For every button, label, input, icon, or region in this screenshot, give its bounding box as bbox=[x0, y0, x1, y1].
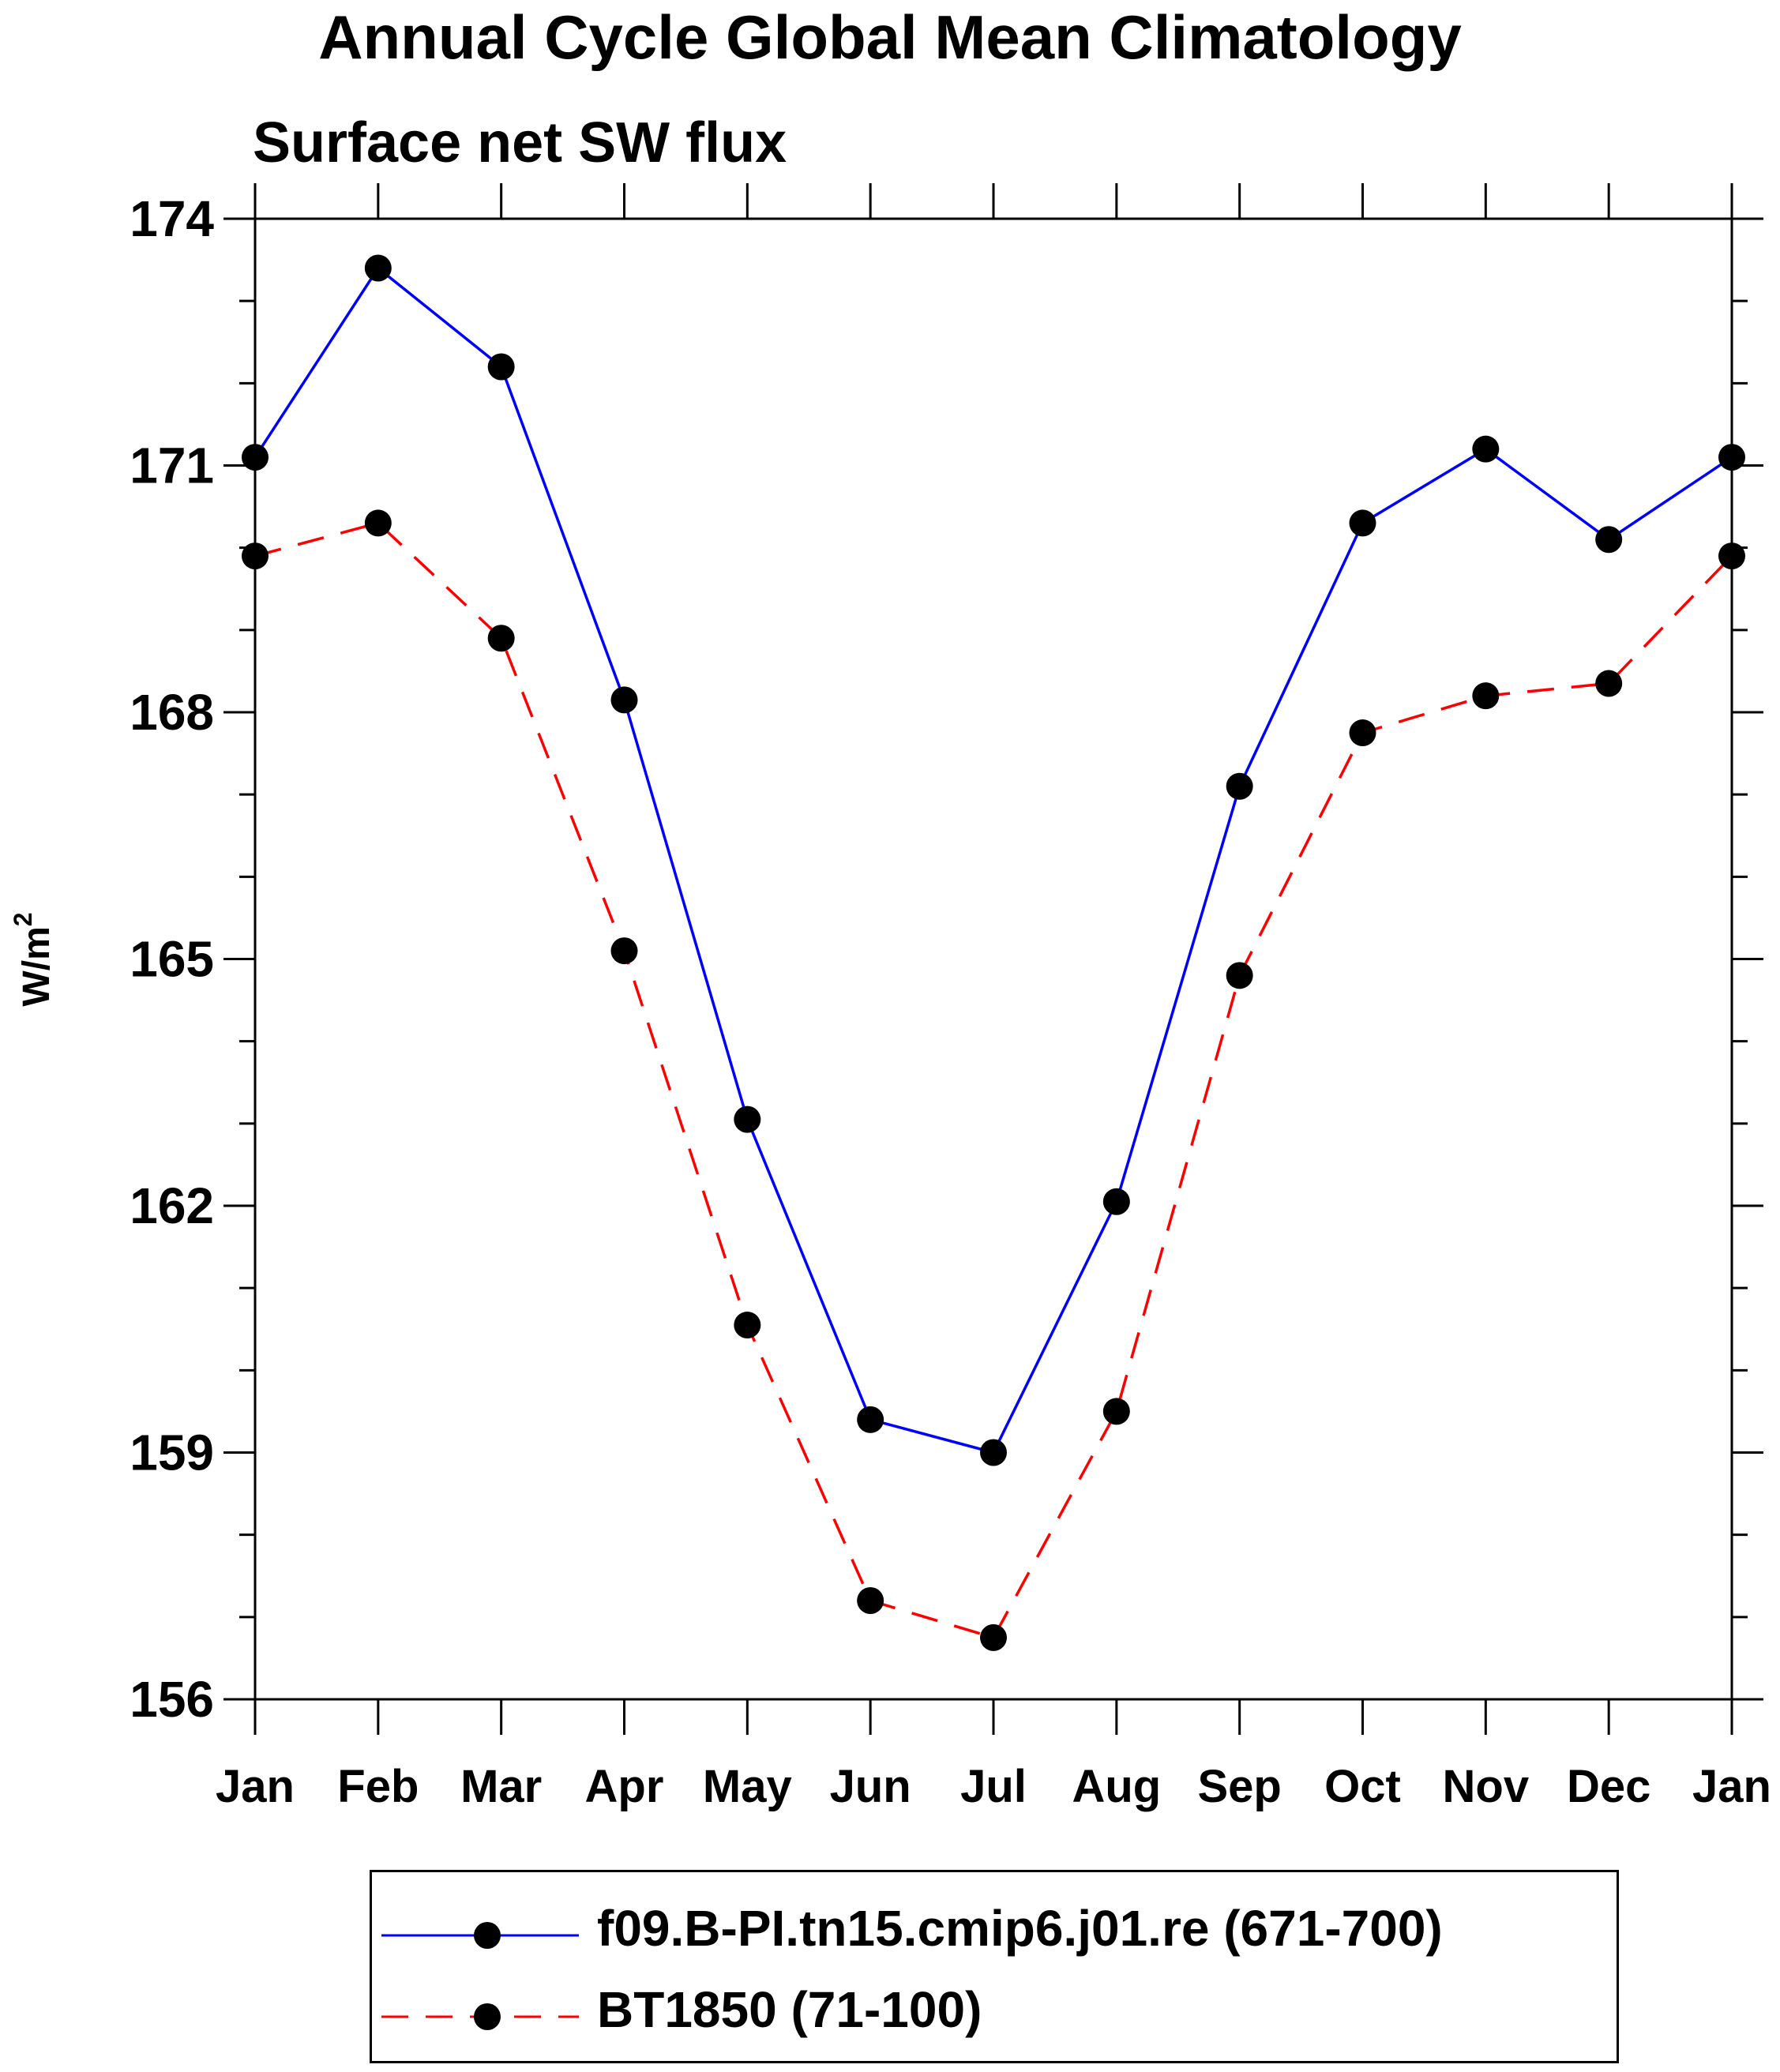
legend: f09.B-PI.tn15.cmip6.j01.re (671-700) BT1… bbox=[370, 1870, 1619, 2063]
series-lines bbox=[253, 266, 1733, 1639]
data-point-series-2 bbox=[242, 542, 269, 570]
data-point-series-1 bbox=[364, 254, 392, 282]
data-point-series-1 bbox=[734, 1105, 761, 1133]
x-tick-label: Jan bbox=[1692, 1761, 1771, 1812]
data-point-series-2 bbox=[734, 1312, 761, 1339]
x-tick-label: Sep bbox=[1197, 1761, 1281, 1812]
data-point-series-2 bbox=[364, 509, 392, 537]
y-axis-label-superscript: 2 bbox=[9, 912, 37, 926]
x-tick-labels: Jan Feb Mar Apr May Jun Jul Aug Sep Oct Nov Dec Jan bbox=[216, 1761, 1771, 1812]
x-tick-label: Apr bbox=[585, 1761, 664, 1812]
x-tick-label: Aug bbox=[1072, 1761, 1161, 1812]
y-tick-labels: 156 159 162 165 168 171 174 bbox=[130, 190, 214, 1728]
series-markers bbox=[242, 254, 1745, 1651]
y-tick-label: 159 bbox=[130, 1424, 214, 1481]
x-tick-label: Mar bbox=[460, 1761, 542, 1812]
x-tick-label: Feb bbox=[337, 1761, 419, 1812]
x-tick-label: Nov bbox=[1443, 1761, 1530, 1812]
y-tick-label: 168 bbox=[130, 684, 214, 741]
legend-label-1: f09.B-PI.tn15.cmip6.j01.re (671-700) bbox=[597, 1900, 1443, 1957]
x-tick-label: Dec bbox=[1567, 1761, 1650, 1812]
legend-label-2: BT1850 (71-100) bbox=[597, 1981, 982, 2038]
x-tick-label: May bbox=[703, 1761, 792, 1812]
data-point-series-1 bbox=[242, 444, 269, 471]
data-point-series-1 bbox=[1718, 444, 1745, 471]
data-point-series-1 bbox=[487, 353, 515, 381]
y-tick-label: 156 bbox=[130, 1671, 214, 1728]
data-point-series-2 bbox=[1102, 1398, 1130, 1425]
data-point-series-2 bbox=[857, 1587, 884, 1614]
data-point-series-1 bbox=[610, 686, 638, 714]
series-line-2 bbox=[254, 521, 1733, 1639]
data-point-series-2 bbox=[1226, 962, 1253, 989]
data-point-series-1 bbox=[1595, 526, 1623, 554]
data-point-series-1 bbox=[1226, 772, 1253, 800]
data-point-series-2 bbox=[1349, 719, 1376, 747]
legend-entry-1: f09.B-PI.tn15.cmip6.j01.re (671-700) bbox=[372, 1890, 1617, 1969]
data-point-series-2 bbox=[487, 625, 515, 652]
y-tick-label: 171 bbox=[130, 437, 214, 494]
legend-marker-2 bbox=[474, 2003, 501, 2030]
data-point-series-1 bbox=[1102, 1188, 1130, 1215]
data-point-series-2 bbox=[1595, 670, 1623, 697]
x-tick-label: Jun bbox=[830, 1761, 911, 1812]
y-tick-label: 162 bbox=[130, 1177, 214, 1234]
y-tick-label: 165 bbox=[130, 931, 214, 988]
x-tick-label: Oct bbox=[1324, 1761, 1401, 1812]
data-point-series-2 bbox=[610, 937, 638, 965]
legend-swatch-2 bbox=[381, 2003, 579, 2030]
data-point-series-1 bbox=[1472, 435, 1500, 463]
y-axis-label-base: W/m bbox=[16, 926, 58, 1006]
data-point-series-2 bbox=[1718, 542, 1745, 570]
x-tick-label: Jan bbox=[216, 1761, 295, 1812]
data-point-series-1 bbox=[1349, 509, 1376, 537]
x-tick-label: Jul bbox=[960, 1761, 1027, 1812]
y-tick-label: 174 bbox=[130, 190, 214, 247]
chart-title: Annual Cycle Global Mean Climatology bbox=[318, 2, 1462, 72]
plot-frame bbox=[253, 217, 1733, 1701]
series-line-1 bbox=[253, 266, 1733, 1455]
tick-marks bbox=[223, 183, 1763, 1735]
data-point-series-1 bbox=[857, 1406, 884, 1433]
data-point-series-2 bbox=[1472, 682, 1500, 710]
legend-swatch-1 bbox=[381, 1922, 579, 1949]
line-chart: 156 159 162 165 168 171 174 Jan Feb Mar Apr May Jun… bbox=[9, 183, 1771, 1812]
y-axis-label: W/m2 bbox=[9, 912, 58, 1006]
legend-marker-1 bbox=[474, 1922, 501, 1949]
chart-subtitle: Surface net SW flux bbox=[253, 111, 787, 175]
legend-entry-2: BT1850 (71-100) bbox=[372, 1971, 1617, 2050]
data-point-series-2 bbox=[980, 1623, 1007, 1651]
data-point-series-1 bbox=[980, 1439, 1007, 1466]
